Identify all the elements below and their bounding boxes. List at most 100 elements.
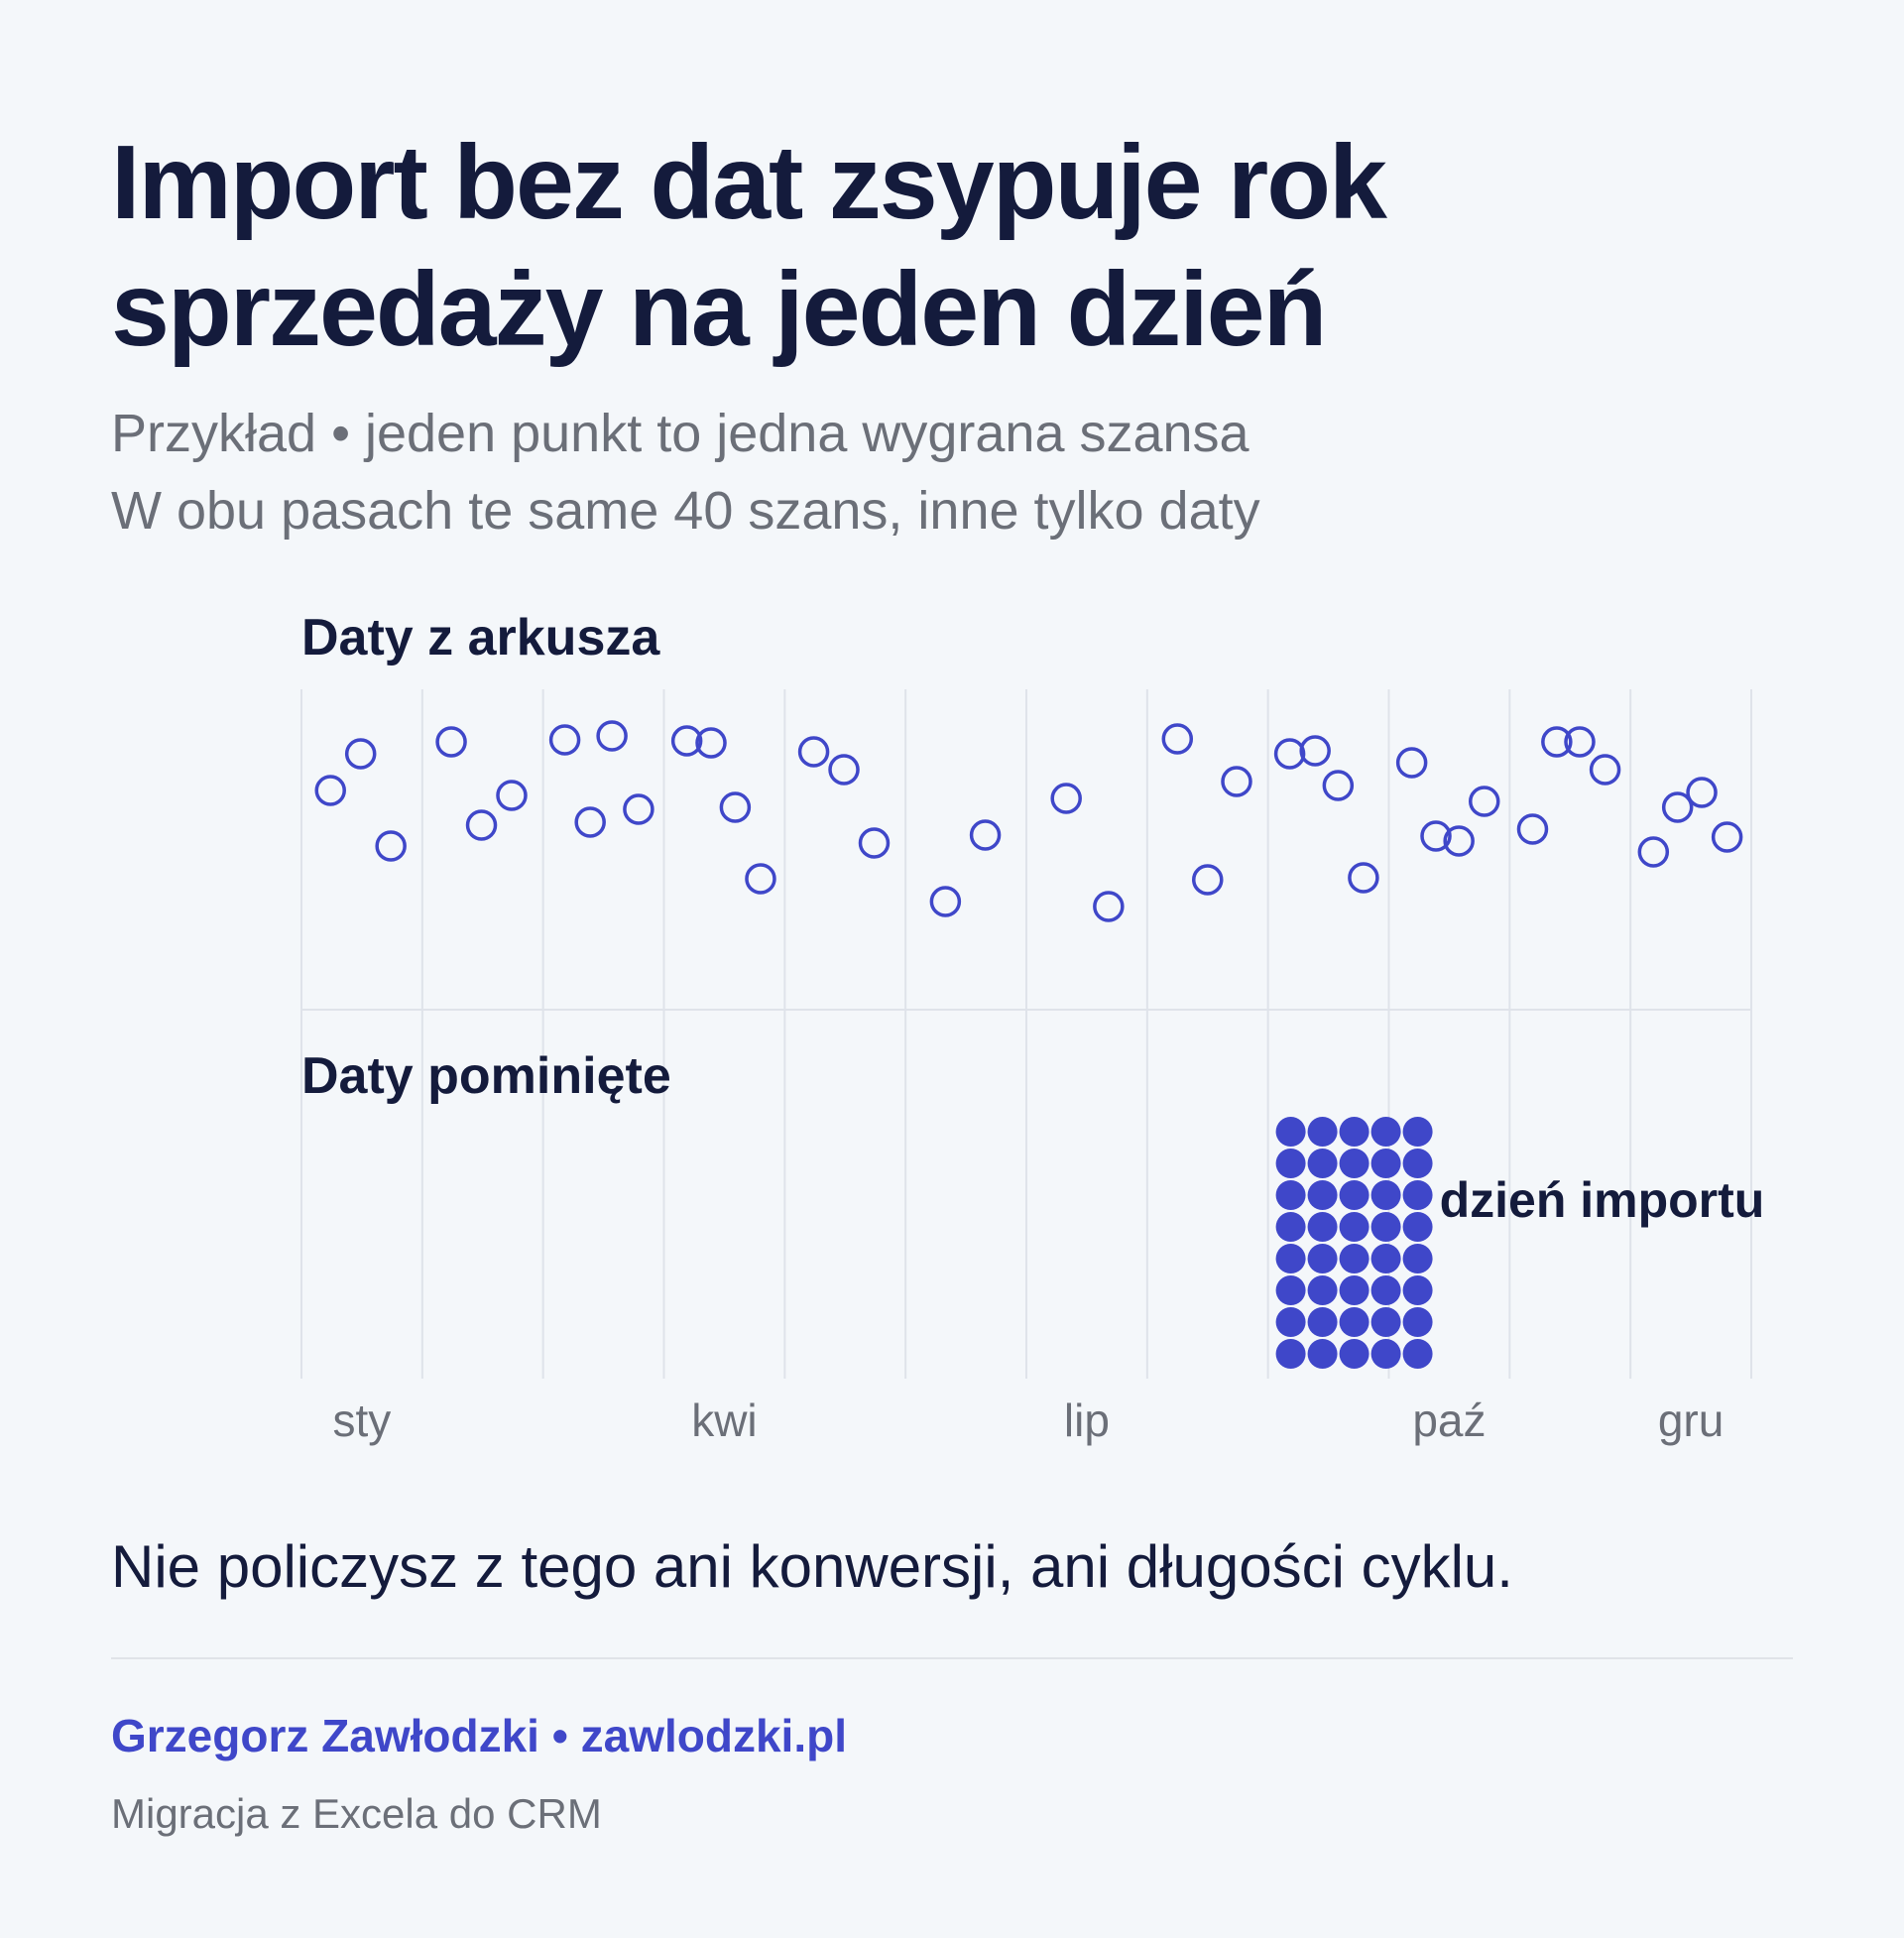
x-tick-label: kwi: [691, 1394, 757, 1446]
data-point-filled: [1370, 1307, 1401, 1337]
data-point-open: [1661, 791, 1694, 823]
data-point-open: [314, 775, 346, 806]
data-point-open: [1299, 735, 1331, 767]
data-point-filled: [1275, 1117, 1306, 1147]
annotation-import-day: dzień importu: [1440, 1172, 1765, 1228]
data-point-filled: [1307, 1275, 1338, 1305]
data-point-filled: [1402, 1339, 1433, 1369]
data-point-filled: [1307, 1117, 1338, 1147]
data-point-open: [1711, 821, 1743, 853]
data-point-open: [828, 754, 860, 786]
data-point-filled: [1402, 1180, 1433, 1210]
data-point-filled: [1307, 1180, 1338, 1210]
data-point-open: [1273, 738, 1306, 770]
data-point-filled: [1339, 1117, 1369, 1147]
data-point-open: [596, 720, 628, 752]
data-point-filled: [1370, 1180, 1401, 1210]
data-point-open: [344, 738, 377, 770]
data-point-filled: [1275, 1275, 1306, 1305]
conclusion-note: Nie policzysz z tego ani konwersji, ani …: [111, 1533, 1513, 1600]
data-point-filled: [1275, 1149, 1306, 1178]
data-point-open: [1395, 747, 1428, 779]
data-point-filled: [1339, 1275, 1369, 1305]
x-tick-label: gru: [1658, 1394, 1724, 1446]
data-point-filled: [1275, 1180, 1306, 1210]
data-point-filled: [1339, 1212, 1369, 1242]
data-point-filled: [1339, 1180, 1369, 1210]
data-point-filled: [1370, 1149, 1401, 1178]
data-point-open: [745, 863, 776, 895]
data-point-filled: [1402, 1149, 1433, 1178]
data-point-open: [1589, 754, 1621, 786]
data-point-filled: [1275, 1212, 1306, 1242]
footer-divider: [111, 1657, 1793, 1659]
subtitle-line-2: W obu pasach te same 40 szans, inne tylk…: [111, 481, 1260, 541]
data-point-open: [623, 793, 654, 825]
band-sheet-dates: Daty z arkusza: [301, 609, 1743, 922]
x-tick-label: paź: [1412, 1394, 1486, 1446]
data-point-open: [670, 725, 703, 757]
data-point-filled: [1370, 1339, 1401, 1369]
data-point-open: [1093, 891, 1125, 922]
data-point-open: [1322, 770, 1355, 801]
data-point-open: [574, 806, 606, 838]
band-label-sheet-dates: Daty z arkusza: [301, 609, 660, 666]
author-credit[interactable]: Grzegorz Zawłodzki • zawlodzki.pl: [111, 1710, 847, 1761]
data-point-open: [969, 819, 1002, 851]
data-point-open: [1468, 786, 1500, 817]
data-point-filled: [1402, 1275, 1433, 1305]
data-point-open: [695, 727, 727, 759]
data-point-open: [435, 726, 467, 758]
data-point-open: [548, 724, 581, 756]
data-point-open: [797, 736, 830, 768]
data-point-filled: [1307, 1212, 1338, 1242]
data-point-filled: [1402, 1307, 1433, 1337]
page-title: Import bez dat zsypuje rok sprzedaży na …: [111, 124, 1387, 368]
data-point-open: [1420, 820, 1452, 852]
data-point-open: [719, 791, 752, 823]
data-point-open: [496, 780, 528, 811]
data-point-filled: [1275, 1244, 1306, 1273]
data-point-filled: [1339, 1339, 1369, 1369]
data-point-filled: [1402, 1117, 1433, 1147]
data-point-filled: [1402, 1212, 1433, 1242]
x-tick-label: sty: [333, 1394, 392, 1446]
data-point-filled: [1339, 1149, 1369, 1178]
data-point-filled: [1339, 1307, 1369, 1337]
data-point-filled: [1339, 1244, 1369, 1273]
data-point-open: [858, 827, 891, 859]
data-point-filled: [1307, 1244, 1338, 1273]
data-point-filled: [1402, 1244, 1433, 1273]
data-point-open: [1686, 777, 1718, 808]
band-label-omitted-dates: Daty pominięte: [301, 1047, 671, 1105]
data-point-open: [1564, 726, 1596, 758]
data-point-open: [1516, 813, 1549, 845]
chart: Daty z arkusza Daty pominięte dzień impor…: [300, 609, 1764, 1446]
data-point-filled: [1370, 1275, 1401, 1305]
subtitle: Przykład • jeden punkt to jedna wygrana …: [111, 395, 1260, 549]
tagline: Migracja z Excela do CRM: [111, 1790, 602, 1837]
data-point-open: [1348, 862, 1379, 894]
data-point-filled: [1307, 1149, 1338, 1178]
data-point-filled: [1370, 1117, 1401, 1147]
band-omitted-dates: Daty pominięte dzień importu: [301, 1047, 1764, 1369]
data-point-filled: [1275, 1339, 1306, 1369]
subtitle-line-1: Przykład • jeden punkt to jedna wygrana …: [111, 404, 1250, 463]
data-point-open: [1443, 825, 1475, 857]
data-point-filled: [1370, 1212, 1401, 1242]
data-point-filled: [1370, 1244, 1401, 1273]
data-point-open: [1050, 783, 1082, 814]
data-point-open: [1192, 864, 1224, 896]
x-tick-label: lip: [1064, 1394, 1110, 1446]
data-point-open: [375, 830, 407, 862]
data-point-open: [1637, 836, 1670, 868]
data-point-open: [465, 809, 498, 841]
chart-grid: [300, 689, 1752, 1379]
data-point-filled: [1275, 1307, 1306, 1337]
data-point-open: [1161, 723, 1194, 755]
x-axis: sty kwi lip paź gru: [333, 1394, 1725, 1446]
data-point-open: [1541, 726, 1573, 758]
data-point-open: [929, 886, 962, 917]
data-point-open: [1221, 766, 1252, 797]
data-point-filled: [1307, 1307, 1338, 1337]
